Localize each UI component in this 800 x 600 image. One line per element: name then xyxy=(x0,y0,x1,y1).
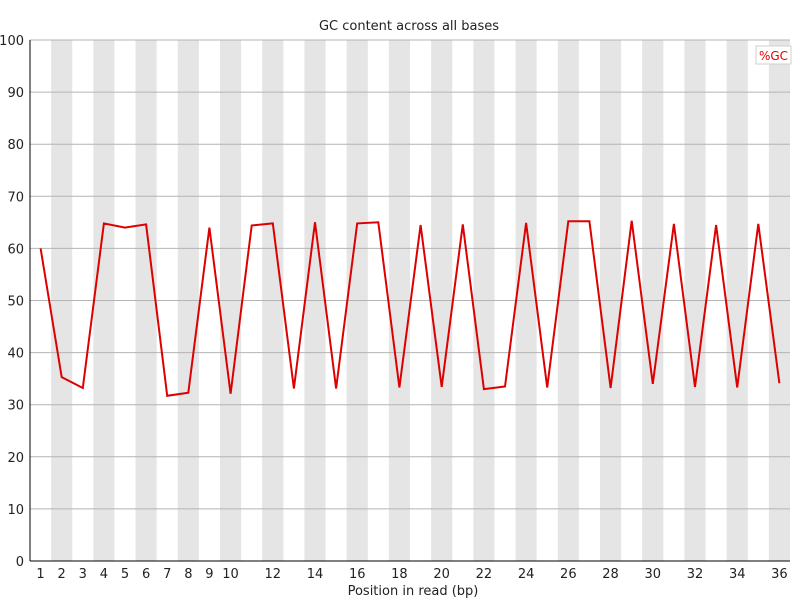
horizontal-gridlines xyxy=(30,39,790,510)
y-tick-0: 0 xyxy=(16,555,24,570)
y-tick-labels: 0 10 20 30 40 50 60 70 80 90 100 xyxy=(0,34,24,570)
x-tick-28: 28 xyxy=(602,567,619,582)
y-tick-60: 60 xyxy=(7,242,24,257)
x-tick-30: 30 xyxy=(645,567,662,582)
x-tick-14: 14 xyxy=(307,567,324,582)
y-tick-20: 20 xyxy=(7,451,24,466)
x-tick-4: 4 xyxy=(100,567,108,582)
x-tick-20: 20 xyxy=(433,567,450,582)
x-tick-6: 6 xyxy=(142,567,150,582)
series-line-gc xyxy=(39,220,781,397)
legend-box xyxy=(755,45,792,65)
x-axis-label: Position in read (bp) xyxy=(348,584,479,599)
x-tick-24: 24 xyxy=(518,567,535,582)
y-tick-30: 30 xyxy=(7,399,24,414)
x-tick-8: 8 xyxy=(184,567,192,582)
x-tick-12: 12 xyxy=(265,567,282,582)
x-tick-16: 16 xyxy=(349,567,366,582)
legend: %GC xyxy=(755,45,792,65)
y-tick-80: 80 xyxy=(7,138,24,153)
x-tick-36: 36 xyxy=(771,567,788,582)
x-tick-1: 1 xyxy=(36,567,44,582)
legend-entry-gc: %GC xyxy=(759,49,788,63)
y-tick-70: 70 xyxy=(7,190,24,205)
x-tick-3: 3 xyxy=(79,567,87,582)
y-tick-40: 40 xyxy=(7,347,24,362)
x-tick-22: 22 xyxy=(476,567,493,582)
x-tick-labels: 1 2 3 4 5 6 7 8 9 10 12 14 16 18 20 22 24 26 28 30 32 34 36 xyxy=(36,567,787,582)
x-tick-32: 32 xyxy=(687,567,704,582)
x-tick-34: 34 xyxy=(729,567,746,582)
chart-title: GC content across all bases xyxy=(319,19,499,34)
y-tick-50: 50 xyxy=(7,295,24,310)
x-tick-2: 2 xyxy=(58,567,66,582)
x-tick-5: 5 xyxy=(121,567,129,582)
x-tick-9: 9 xyxy=(205,567,213,582)
series-lines xyxy=(39,220,781,397)
x-tick-10: 10 xyxy=(222,567,239,582)
x-tick-18: 18 xyxy=(391,567,408,582)
x-tick-26: 26 xyxy=(560,567,577,582)
axes xyxy=(29,40,790,562)
y-tick-100: 100 xyxy=(0,34,24,49)
y-tick-10: 10 xyxy=(7,503,24,518)
y-tick-90: 90 xyxy=(7,86,24,101)
x-tick-7: 7 xyxy=(163,567,171,582)
